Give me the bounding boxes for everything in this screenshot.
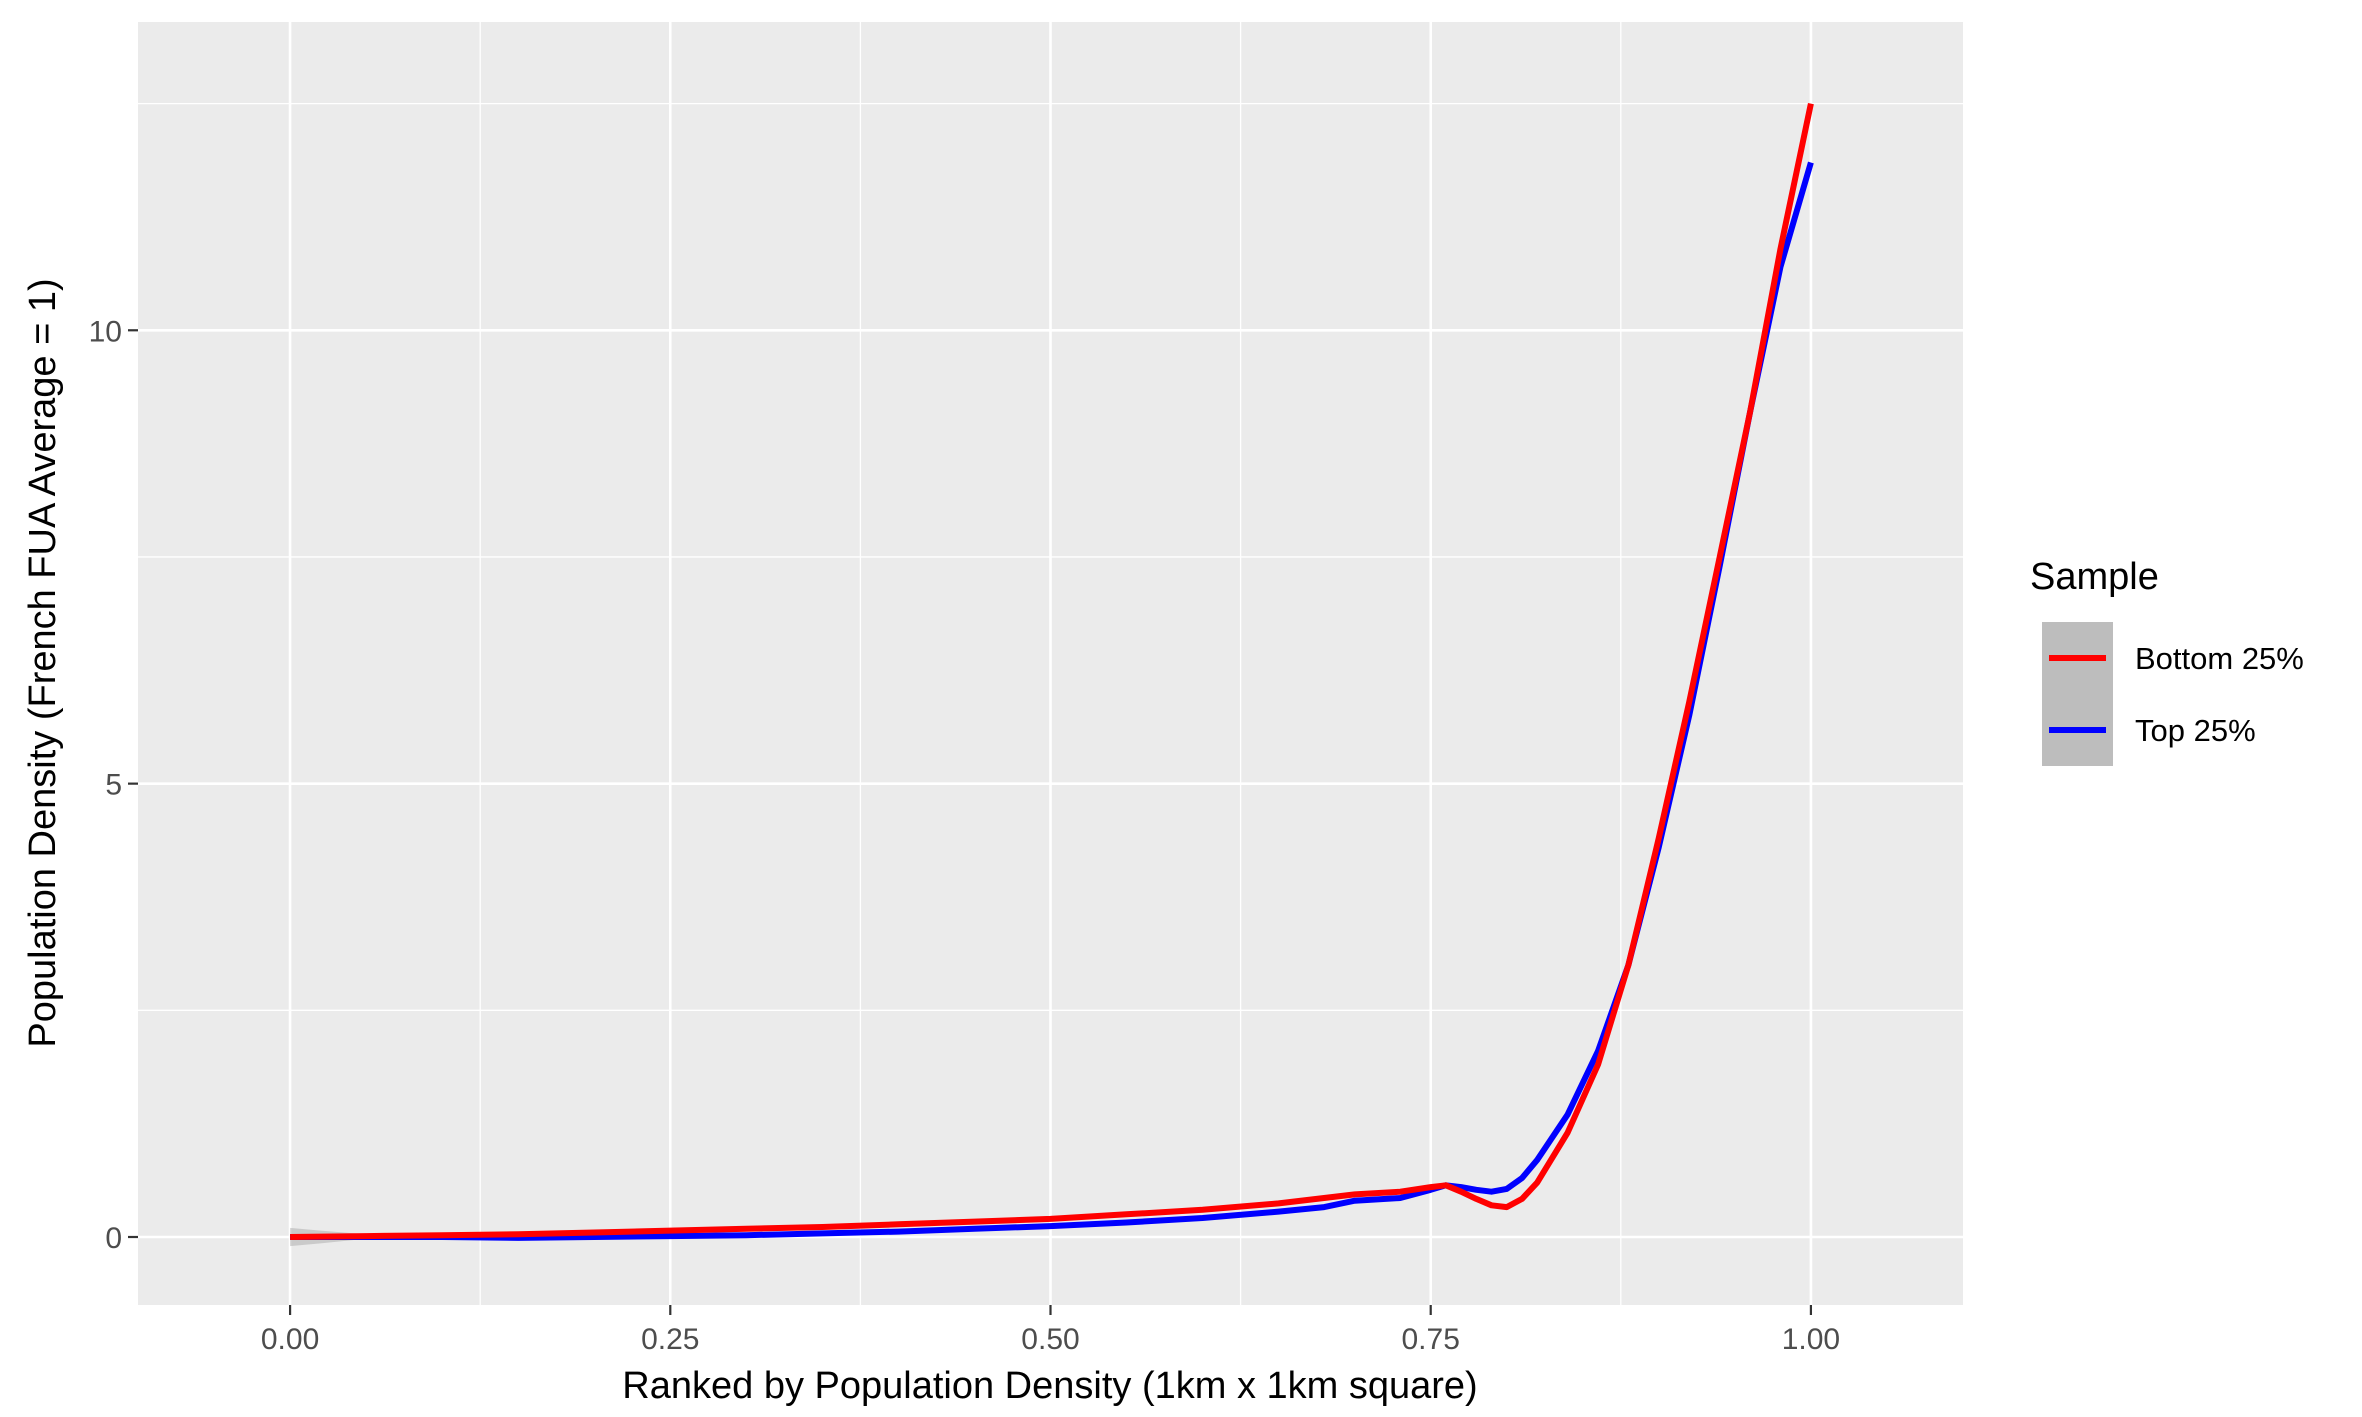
legend: Sample Bottom 25% Top 25% [2030,556,2304,766]
major-gridlines [138,22,1963,1305]
y-tick-label: 0 [105,1222,122,1255]
series-lines [290,102,1814,1241]
series-line-bottom-25 [290,102,1814,1240]
y-tick-label: 5 [105,769,122,802]
legend-items: Bottom 25% Top 25% [2042,622,2304,766]
x-axis-title: Ranked by Population Density (1km x 1km … [622,1365,1477,1407]
y-tick-label: 10 [89,315,122,348]
legend-label: Bottom 25% [2135,641,2304,676]
x-tick-label: 0.00 [261,1323,319,1356]
x-tick-label: 1.00 [1782,1323,1840,1356]
x-tick-label: 0.25 [641,1323,699,1356]
y-axis-ticks: 0 5 10 [89,315,138,1255]
x-tick-label: 0.50 [1021,1323,1079,1356]
y-axis-title: Population Density (French FUA Average =… [22,278,64,1047]
legend-label: Top 25% [2135,713,2256,748]
legend-title: Sample [2030,556,2159,598]
x-axis-ticks: 0.00 0.25 0.50 0.75 1.00 [261,1305,1840,1356]
x-tick-label: 0.75 [1402,1323,1460,1356]
